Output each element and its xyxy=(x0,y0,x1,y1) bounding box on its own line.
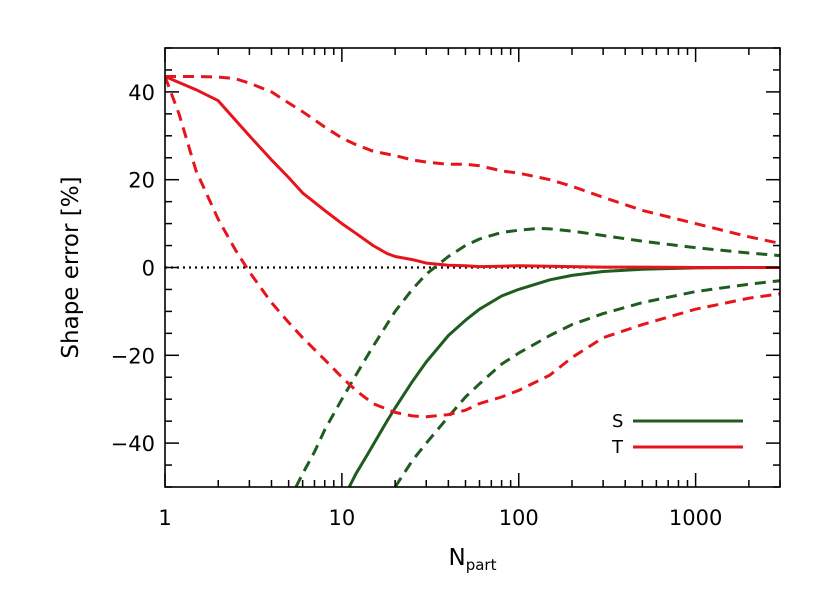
x-axis-label-subscript: part xyxy=(466,556,497,574)
x-tick-label: 10 xyxy=(329,506,356,530)
y-tick-label: −20 xyxy=(111,344,155,368)
series-line-s xyxy=(347,266,780,487)
y-tick-label: 20 xyxy=(128,169,155,193)
y-axis-label: Shape error [%] xyxy=(58,176,84,358)
series-group xyxy=(165,75,780,487)
x-axis-label: Npart xyxy=(449,545,497,574)
series-line-s-upper xyxy=(294,226,780,487)
legend-label-s: S xyxy=(612,411,623,432)
legend-label-t: T xyxy=(611,437,624,458)
x-tick-label: 1 xyxy=(158,506,171,530)
y-tick-label: −40 xyxy=(111,432,155,456)
series-line-t-upper xyxy=(165,75,780,245)
series-line-s-lower xyxy=(393,279,780,487)
axes: 1 10 100 1000 −40 −20 0 20 40 xyxy=(111,47,781,530)
series-line-t-lower xyxy=(165,75,780,419)
x-tick-label: 1000 xyxy=(669,506,722,530)
x-axis-label-main: N xyxy=(449,545,466,571)
y-tick-label: 40 xyxy=(128,81,155,105)
x-tick-label: 100 xyxy=(499,506,539,530)
series-line-t xyxy=(165,75,780,269)
legend: ST xyxy=(611,411,743,458)
y-tick-label: 0 xyxy=(142,257,155,281)
